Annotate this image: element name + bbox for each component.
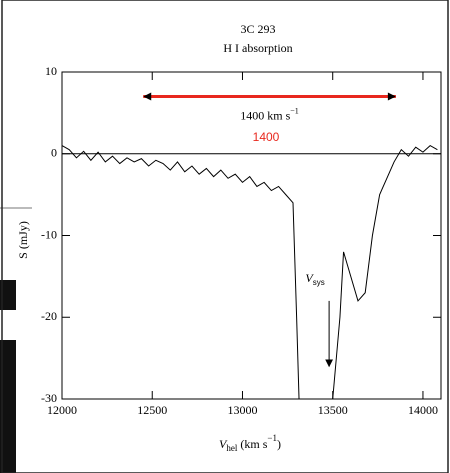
span-arrowhead: [143, 92, 152, 101]
chart-title: 3C 293: [240, 22, 275, 36]
vsys-label: Vsys: [305, 271, 324, 287]
span-arrowhead: [387, 92, 396, 101]
x-label-close: ): [277, 437, 281, 451]
x-tick-label: 12000: [47, 403, 77, 417]
y-axis-label: S (mJy): [16, 221, 30, 259]
y-tick-label: -20: [41, 309, 57, 323]
span-big-label: 1400: [253, 130, 280, 144]
x-tick-label: 13000: [227, 403, 257, 417]
x-tick-label: 12500: [137, 403, 167, 417]
x-tick-label: 14000: [408, 403, 438, 417]
x-label-unit: (km s: [237, 437, 267, 451]
chart-subtitle: H I absorption: [223, 41, 292, 55]
x-label-sub: hel: [226, 443, 237, 453]
window-block: [0, 340, 16, 473]
x-label-sup: −1: [267, 433, 277, 443]
x-tick-label: 13500: [318, 403, 348, 417]
vsys-label-main: V: [305, 271, 314, 285]
vsys-label-sub: sys: [313, 278, 325, 287]
y-tick-label: -10: [41, 227, 57, 241]
y-tick-label: 0: [51, 146, 57, 160]
span-label-sup: −1: [290, 106, 299, 115]
y-tick-label: 10: [45, 64, 57, 78]
x-label-main: V: [219, 437, 228, 451]
plot-area: [62, 144, 438, 399]
y-tick-label: -30: [41, 391, 57, 405]
spectrum-line: [62, 144, 438, 399]
span-label-text: 1400 km s: [240, 108, 290, 122]
window-block: [0, 280, 16, 310]
x-axis-label: Vhel (km s−1): [219, 433, 281, 453]
span-label: 1400 km s−1: [240, 106, 299, 122]
window-edge: [0, 207, 32, 209]
